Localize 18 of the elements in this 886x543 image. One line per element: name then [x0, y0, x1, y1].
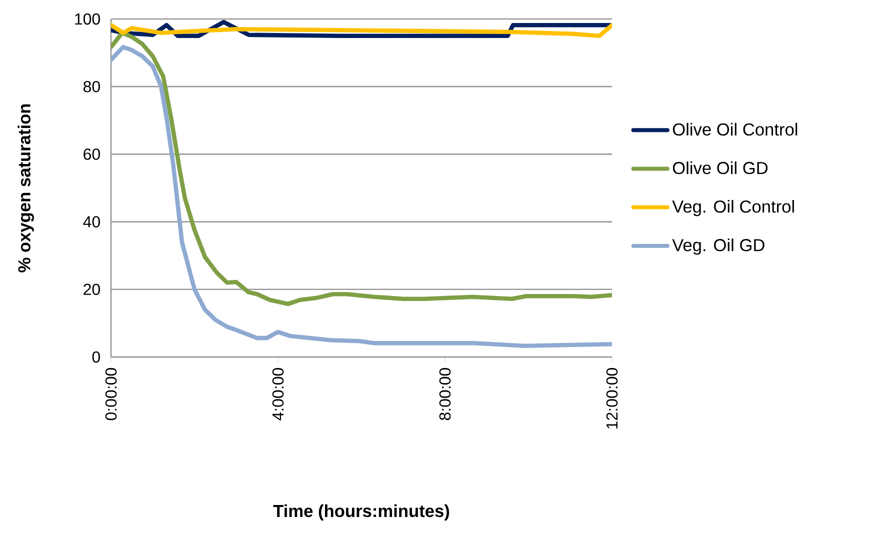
x-tick-label: 12:00:00 [606, 368, 618, 428]
y-tick-label: 40 [83, 216, 100, 228]
legend-label: Veg. Oil GD [672, 238, 764, 255]
line-series [111, 22, 612, 38]
y-axis-title: % oxygen saturation [18, 104, 34, 272]
line-series [111, 30, 612, 306]
y-tick-label: 100 [75, 13, 100, 25]
y-tick-label: 20 [84, 284, 100, 296]
legend-label: Olive Oil Control [672, 122, 798, 136]
x-axis-title: Time (hours:minutes) [273, 504, 450, 521]
y-tick-label: 60 [84, 148, 100, 160]
y-tick-label: 80 [84, 80, 100, 92]
y-tick-label: 0 [92, 351, 100, 363]
x-tick-label: 4:00:00 [272, 368, 284, 420]
legend-label: Veg. Oil Control [672, 200, 794, 216]
x-tick-label: 0:00:00 [105, 368, 117, 420]
legend-label: Olive Oil GD [672, 161, 768, 174]
x-tick-label: 8:00:00 [439, 368, 451, 420]
